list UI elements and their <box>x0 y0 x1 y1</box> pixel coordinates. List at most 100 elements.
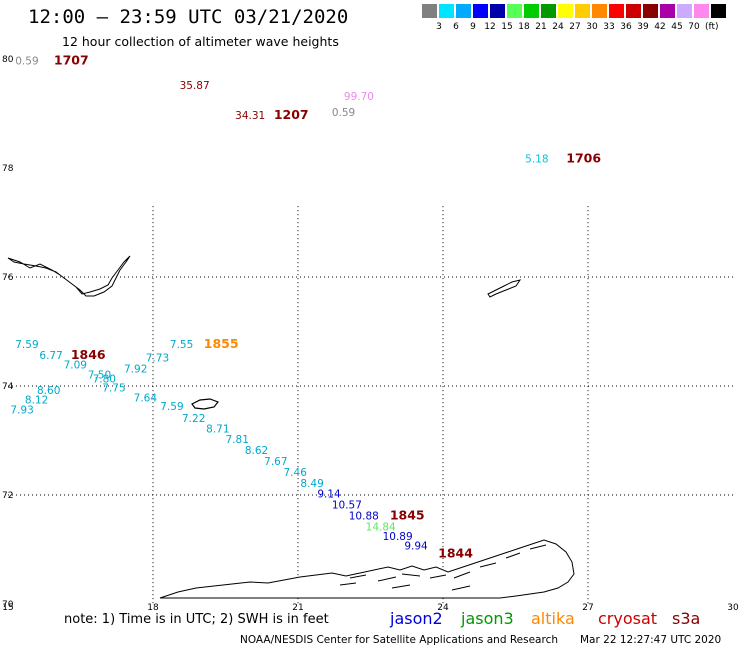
wave-height-label: 7.55 <box>170 339 193 351</box>
legend-unit-label: (ft) <box>705 22 719 32</box>
wave-height-label: 9.94 <box>404 541 428 553</box>
legend-swatch <box>541 4 556 18</box>
legend-swatch <box>694 4 709 18</box>
wave-height-label: 9.14 <box>317 489 341 501</box>
wave-height-label: 7.46 <box>284 467 308 479</box>
legend-swatch <box>456 4 471 18</box>
page-subtitle: 12 hour collection of altimeter wave hei… <box>62 34 339 49</box>
lon-tick-label: 21 <box>292 603 303 613</box>
wave-height-label: 7.59 <box>160 401 183 413</box>
wave-height-label: 7.80 <box>93 374 116 386</box>
legend-tick-label: 33 <box>603 22 615 32</box>
legend-swatch <box>660 4 675 18</box>
legend-tick-label: 15 <box>501 22 513 32</box>
graticule-grid <box>8 206 733 604</box>
footer-credit: NOAA/NESDIS Center for Satellite Applica… <box>240 634 558 646</box>
wave-height-label: 8.71 <box>206 423 229 435</box>
coastline <box>7 255 575 599</box>
pass-time-label: 1707 <box>54 52 89 67</box>
units-note: note: 1) Time is in UTC; 2) SWH is in fe… <box>64 612 329 627</box>
legend-swatch <box>490 4 505 18</box>
lon-tick-label: 18 <box>147 603 159 613</box>
pass-time-label: 1207 <box>274 107 309 122</box>
wave-height-label: 8.49 <box>300 478 323 490</box>
mission-label-jason3: jason3 <box>461 609 514 628</box>
wave-height-label: 7.22 <box>182 413 205 425</box>
wave-height-label: 10.57 <box>332 500 362 512</box>
legend-tick-label: 9 <box>470 22 476 32</box>
wave-height-label: 7.75 <box>102 382 125 394</box>
wave-height-label: 8.60 <box>37 385 60 397</box>
legend-tick-label: 36 <box>620 22 632 32</box>
wave-height-label: 7.50 <box>88 369 111 381</box>
wave-height-label: 0.59 <box>332 107 355 119</box>
legend-swatch <box>592 4 607 18</box>
legend-swatch <box>439 4 454 18</box>
legend-swatch <box>524 4 539 18</box>
legend-swatch <box>626 4 641 18</box>
wave-height-label: 8.12 <box>25 394 48 406</box>
wave-height-labels: 0.59 1707 35.87 99.70 34.31 1207 0.59 5.18 1706 7… <box>10 52 601 560</box>
wave-height-label: 34.31 <box>235 110 265 122</box>
pass-time-label: 1855 <box>204 336 239 351</box>
legend-tick-label: 70 <box>688 22 700 32</box>
pass-time-label: 1845 <box>390 508 425 523</box>
lat-tick-label: 80 <box>2 55 14 65</box>
legend-tick-label: 18 <box>518 22 530 32</box>
legend-tick-label: 27 <box>569 22 581 32</box>
page-title: 12:00 – 23:59 UTC 03/21/2020 <box>28 6 349 28</box>
norway-coast <box>159 539 575 599</box>
wave-height-label: 6.77 <box>39 350 62 362</box>
lon-tick-label: 24 <box>437 603 449 613</box>
legend-swatch <box>575 4 590 18</box>
wave-height-label: 7.09 <box>64 360 87 372</box>
legend-swatch <box>609 4 624 18</box>
legend-tick-label: 39 <box>637 22 649 32</box>
norway-fjords <box>339 544 547 591</box>
lat-tick-label: 78 <box>2 164 14 174</box>
legend-swatch <box>711 4 726 18</box>
wave-height-label: 8.62 <box>245 445 268 457</box>
wave-height-label: 7.64 <box>134 392 158 404</box>
lat-tick-label: 74 <box>2 382 14 392</box>
wave-height-label: 10.89 <box>383 531 413 543</box>
legend-swatch <box>473 4 488 18</box>
legend-tick-label: 24 <box>552 22 564 32</box>
mission-label-cryosat: cryosat <box>598 609 658 628</box>
wave-height-label: 7.59 <box>15 339 38 351</box>
wave-height-label: 99.70 <box>344 91 374 103</box>
legend-tick-label: 21 <box>535 22 547 32</box>
legend-tick-label: 12 <box>484 22 496 32</box>
legend-swatch <box>677 4 692 18</box>
wave-height-label: 7.92 <box>124 363 147 375</box>
legend-tick-label: 6 <box>453 22 459 32</box>
legend-tick-label: 45 <box>671 22 683 32</box>
lon-tick-label: 30 <box>727 603 739 613</box>
wave-height-label: 35.87 <box>180 80 210 92</box>
legend-swatch <box>558 4 573 18</box>
wave-height-label: 5.18 <box>525 154 548 166</box>
wave-height-label: 14.84 <box>366 521 396 533</box>
legend-tick-label: 42 <box>654 22 666 32</box>
mission-label-s3a: s3a <box>672 609 701 628</box>
mission-label-altika: altika <box>531 609 575 628</box>
legend-swatch <box>422 4 437 18</box>
pass-time-label: 1706 <box>566 151 601 166</box>
legend-tick-label: 30 <box>586 22 598 32</box>
wave-height-label: 0.59 <box>15 55 38 67</box>
wave-height-label: 7.81 <box>226 434 249 446</box>
svalbard-south-coast <box>7 255 131 297</box>
mission-label-jason2: jason2 <box>390 609 443 628</box>
legend-swatch <box>643 4 658 18</box>
lat-tick-label: 70 <box>2 600 14 610</box>
lat-tick-label: 76 <box>2 273 14 283</box>
lon-tick-label: 27 <box>582 603 593 613</box>
wave-height-label: 10.88 <box>349 511 379 523</box>
legend-tick-label: 3 <box>436 22 442 32</box>
kong-karls-land-island <box>487 279 522 298</box>
wave-height-label: 7.67 <box>264 456 287 468</box>
pass-time-label: 1844 <box>438 546 473 561</box>
axis-tick-labels: 15 18 21 24 27 30 80 78 76 74 72 70 <box>2 55 739 613</box>
